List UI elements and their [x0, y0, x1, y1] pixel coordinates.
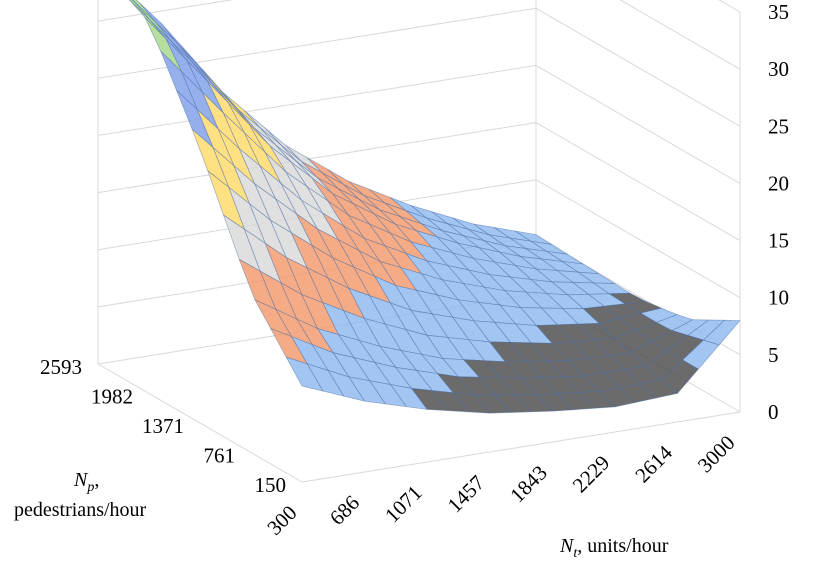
- x-tick-label: 300: [262, 501, 301, 540]
- y-tick-label: 2593: [40, 355, 82, 379]
- z-tick-label: 0: [768, 400, 779, 424]
- z-tick-label: 10: [768, 286, 789, 310]
- floor-edge: [301, 411, 741, 483]
- surface-cell: [131, 0, 135, 3]
- y-tick-label: 150: [255, 473, 287, 497]
- floor-edge: [97, 363, 303, 483]
- z-tick-label: 25: [768, 114, 789, 138]
- y-tick-label: 1982: [91, 385, 133, 409]
- x-tick-label: 686: [325, 491, 364, 530]
- y-tick-label: 1371: [142, 414, 184, 438]
- y-tick-label: 761: [204, 444, 236, 468]
- z-tick-label: 15: [768, 229, 789, 253]
- x-tick-label: 3000: [693, 431, 740, 478]
- z-tick-label: 20: [768, 171, 789, 195]
- z-axis-ticks: 0 5 10 15 20 25 30 35: [768, 0, 789, 424]
- z-tick-label: 5: [768, 343, 779, 367]
- z-tick-label: 30: [768, 57, 789, 81]
- z-tick-label: 35: [768, 0, 789, 24]
- surface-cell: [285, 356, 324, 392]
- surface-plot: [129, 0, 741, 414]
- z-gridline: [97, 0, 741, 70]
- x-tick-label: 1843: [505, 461, 552, 508]
- y-axis-ticks: 150 761 1371 1982 2593: [40, 355, 286, 497]
- x-tick-label: 1457: [443, 471, 490, 518]
- x-axis-ticks: 300 686 1071 1457 1843 2229 2614 3000: [262, 431, 739, 540]
- y-axis-label: Np, pedestrians/hour: [14, 469, 147, 521]
- x-axis-label: Nt, units/hour: [559, 535, 669, 561]
- x-tick-label: 2229: [568, 451, 615, 498]
- x-tick-label: 1071: [380, 481, 427, 528]
- x-tick-label: 2614: [630, 440, 677, 487]
